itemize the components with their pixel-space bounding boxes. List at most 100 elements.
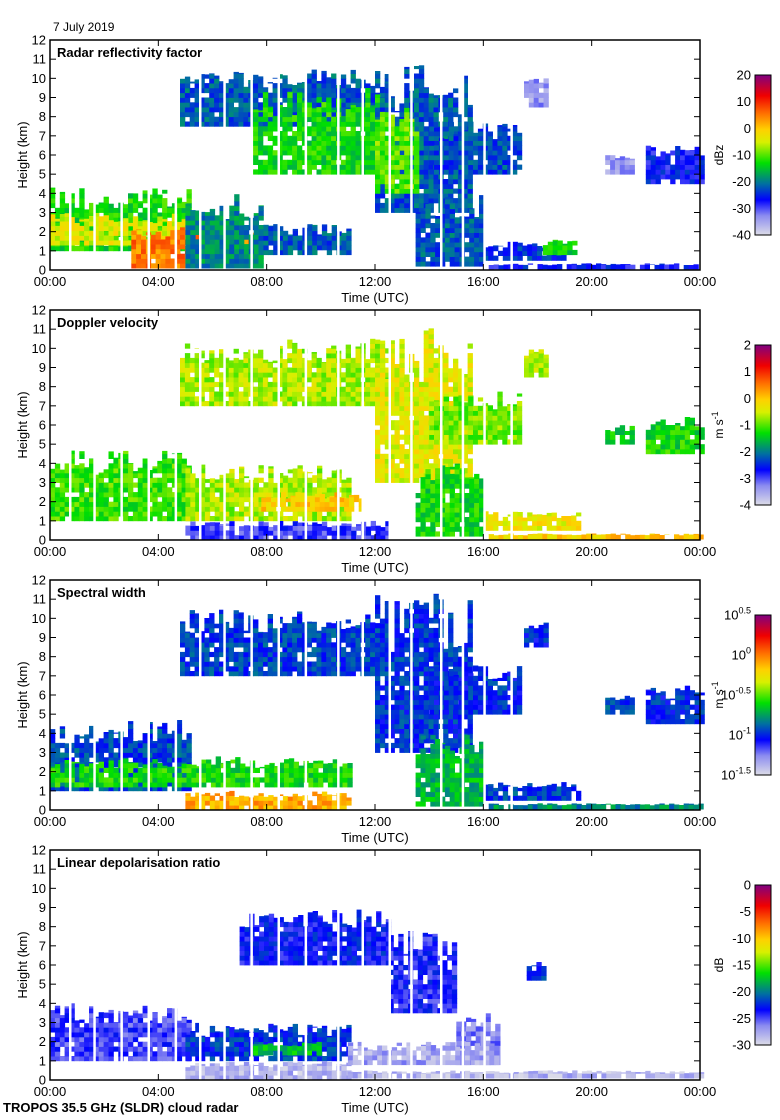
heatmap-cell (287, 477, 294, 483)
heatmap-cell (389, 202, 395, 209)
heatmap-cell (468, 169, 474, 175)
heatmap-cell (214, 78, 220, 84)
heatmap-cell (522, 245, 528, 247)
heatmap-cell (389, 116, 395, 122)
heatmap-cell (425, 261, 431, 267)
heatmap-cell (488, 246, 494, 252)
heatmap-cell (389, 343, 395, 349)
heatmap-cell (307, 230, 313, 236)
heatmap-cell (527, 246, 533, 252)
heatmap-cell (350, 78, 356, 84)
heatmap-cell (497, 131, 503, 137)
heatmap-cell (54, 477, 61, 483)
heatmap-cell (199, 350, 205, 354)
heatmap-cell (292, 169, 298, 175)
heatmap-cell (492, 425, 498, 431)
heatmap-cell (262, 131, 269, 137)
heatmap-cell (428, 357, 434, 364)
heatmap-cell (375, 94, 381, 98)
heatmap-cell (194, 386, 200, 392)
heatmap-cell (103, 212, 109, 218)
heatmap-cell (428, 179, 434, 185)
heatmap-cell (54, 511, 61, 517)
heatmap-cell (375, 169, 381, 175)
heatmap-cell (404, 405, 410, 411)
heatmap-cell (219, 234, 225, 240)
heatmap-cell (184, 76, 191, 79)
heatmap-cell (175, 253, 181, 259)
heatmap-cell (234, 501, 240, 507)
heatmap-cell (457, 207, 464, 213)
heatmap-cell (89, 226, 95, 233)
heatmap-cell (258, 205, 264, 207)
heatmap-cell (157, 487, 163, 493)
heatmap-cell (189, 377, 195, 383)
heatmap-cell (440, 242, 446, 248)
heatmap-cell (394, 116, 400, 122)
heatmap-cell (152, 230, 158, 236)
heatmap-cell (167, 463, 173, 469)
y-tick-label: 11 (33, 52, 47, 67)
heatmap-cell (59, 193, 66, 199)
heatmap-cell (462, 111, 468, 118)
heatmap-cell (433, 377, 439, 383)
heatmap-cell (214, 496, 220, 503)
heatmap-cell (331, 87, 337, 94)
heatmap-cell (175, 263, 181, 269)
heatmap-cell (223, 111, 230, 118)
heatmap-cell (428, 353, 434, 359)
heatmap-cell (142, 212, 148, 218)
heatmap-cell (346, 477, 352, 483)
heatmap-cell (258, 249, 264, 256)
heatmap-cell (277, 381, 283, 388)
heatmap-cell (463, 439, 469, 445)
heatmap-cell (414, 396, 420, 402)
heatmap-cell (312, 477, 318, 483)
heatmap-cell (69, 221, 75, 227)
heatmap-cell (228, 83, 234, 89)
heatmap-cell (430, 256, 436, 262)
heatmap-cell (272, 401, 278, 407)
heatmap-cell (233, 92, 239, 98)
heatmap-cell (355, 381, 361, 388)
heatmap-cell (253, 102, 259, 108)
heatmap-cell (165, 253, 171, 259)
heatmap-cell (229, 225, 235, 231)
heatmap-cell (199, 377, 205, 383)
heatmap-cell (326, 169, 332, 175)
heatmap-cell (423, 188, 429, 194)
heatmap-cell (443, 405, 450, 411)
heatmap-cell (180, 381, 186, 388)
heatmap-cell (301, 135, 308, 141)
heatmap-cell (462, 179, 468, 185)
heatmap-cell (272, 372, 278, 378)
heatmap-cell (306, 164, 312, 170)
heatmap-cell (301, 386, 308, 392)
heatmap-cell (162, 198, 168, 204)
heatmap-cell (195, 225, 201, 231)
heatmap-cell (449, 237, 455, 243)
heatmap-cell (316, 121, 322, 127)
heatmap-cell (389, 150, 395, 156)
heatmap-cell (420, 483, 426, 489)
heatmap-cell (670, 150, 676, 156)
heatmap-cell (278, 487, 284, 493)
heatmap-cell (136, 253, 142, 259)
heatmap-cell (165, 263, 171, 269)
heatmap-cell (311, 381, 317, 388)
heatmap-cell (345, 401, 351, 407)
heatmap-cell (189, 386, 195, 392)
heatmap-cell (379, 362, 386, 368)
heatmap-cell (229, 205, 235, 207)
heatmap-cell (562, 243, 568, 246)
heatmap-cell (297, 240, 303, 246)
heatmap-cell (93, 246, 100, 252)
heatmap-cell (321, 145, 327, 151)
heatmap-cell (689, 155, 695, 161)
heatmap-cell (167, 458, 173, 464)
heatmap-cell (458, 420, 464, 426)
heatmap-cell (152, 188, 158, 194)
heatmap-cell (694, 155, 700, 161)
heatmap-cell (272, 97, 278, 103)
heatmap-cell (311, 155, 317, 161)
